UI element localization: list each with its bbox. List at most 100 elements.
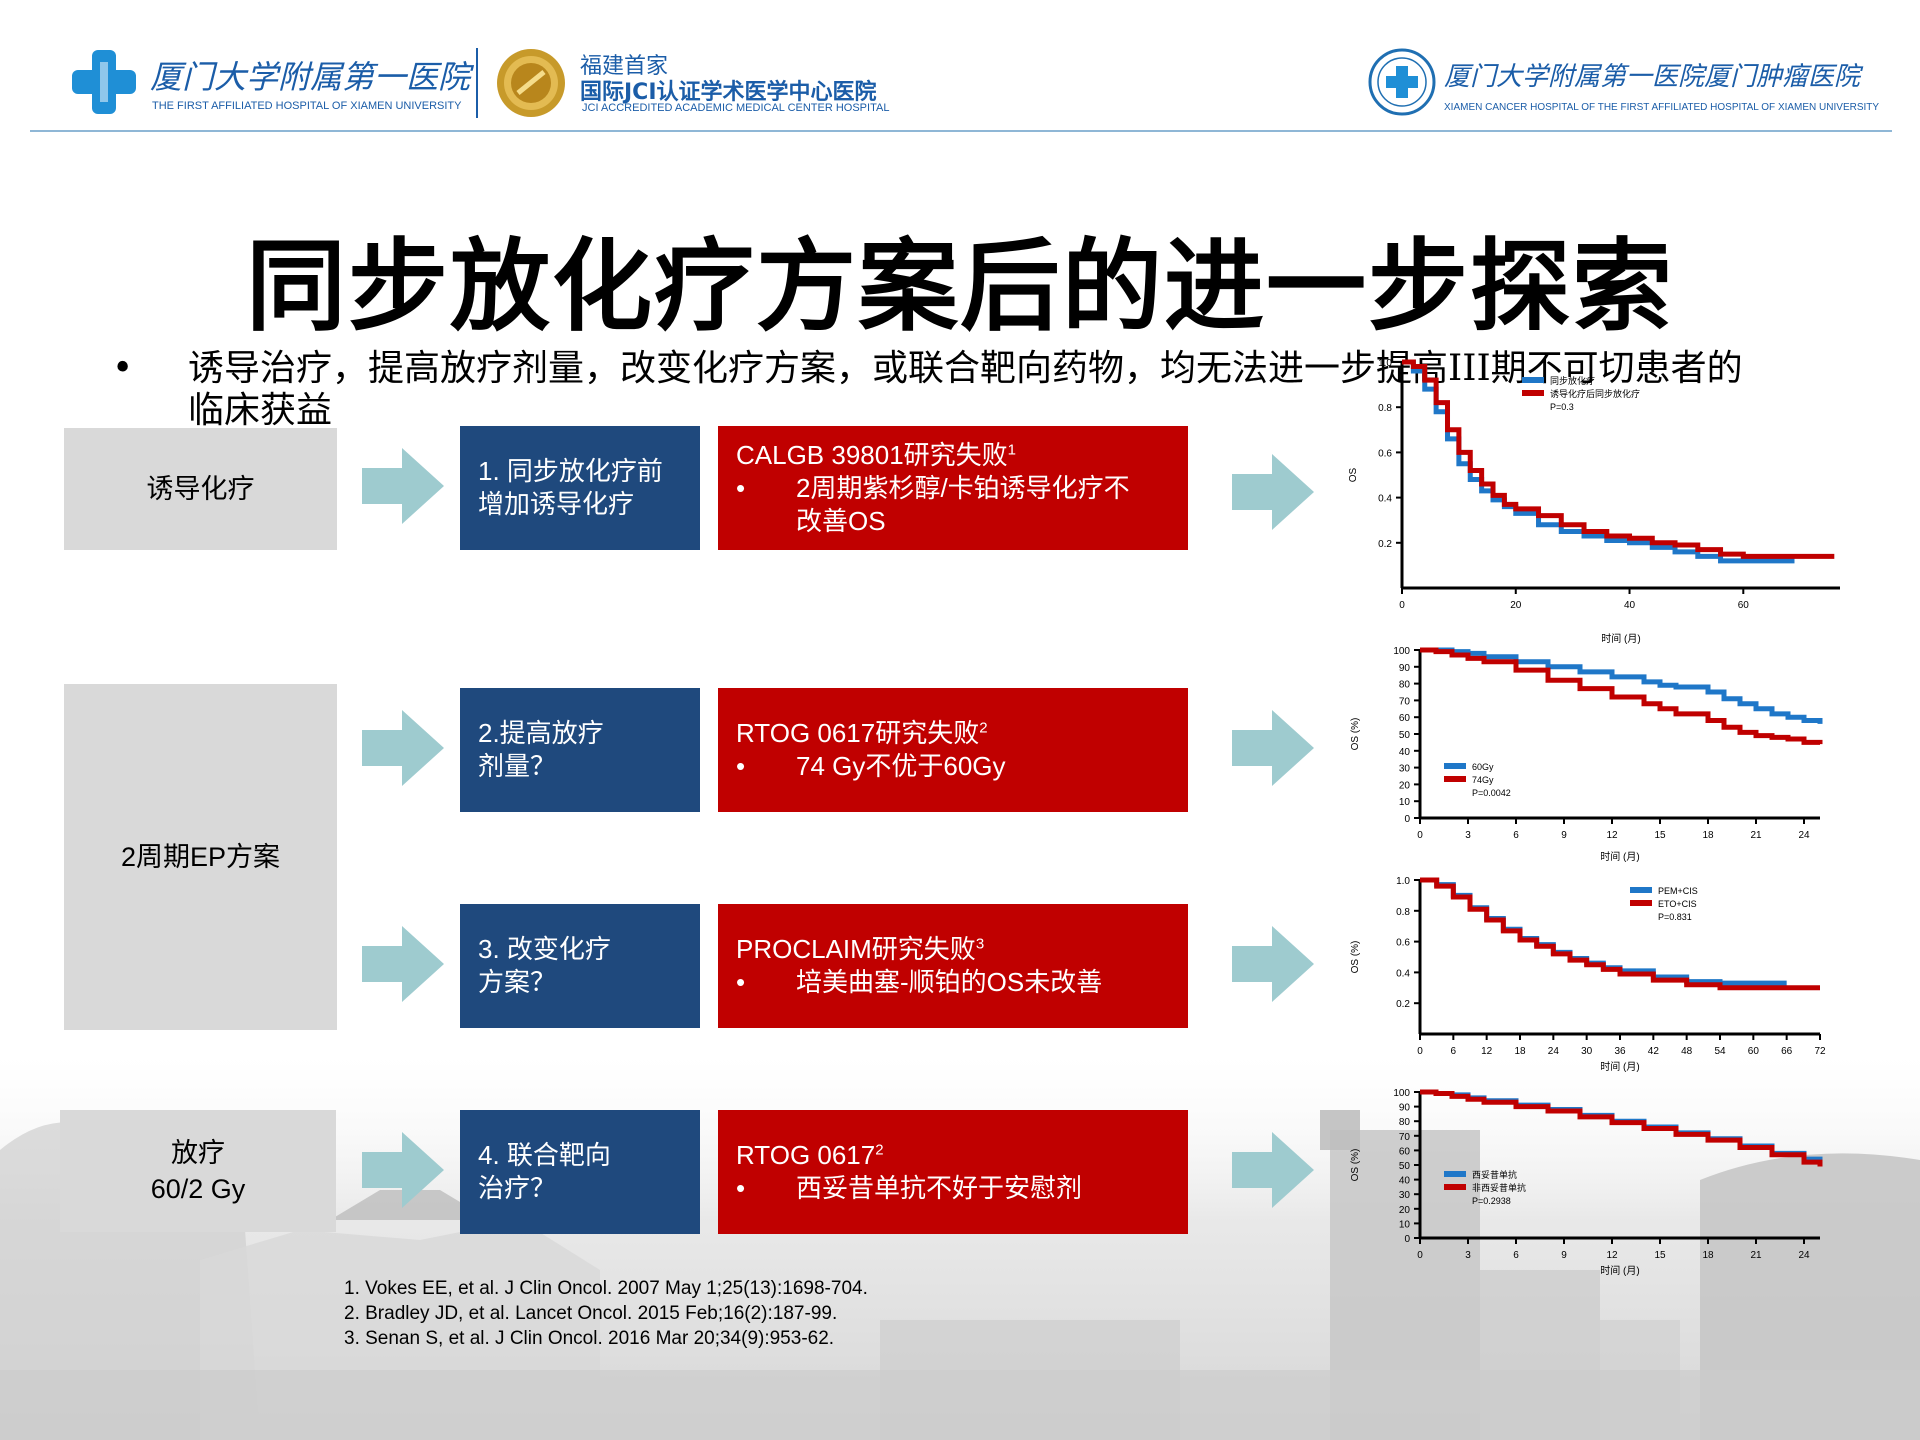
legend-label: P=0.0042 (1472, 788, 1511, 798)
page-title: 同步放化疗方案后的进一步探索 (246, 227, 1674, 345)
x-tick-label: 3 (1465, 1250, 1471, 1261)
y-tick-label: 100 (1393, 1088, 1410, 1099)
legend-label: 60Gy (1472, 762, 1494, 772)
arrow-right-icon (1232, 926, 1314, 1002)
result-2-ref: 2 (979, 719, 988, 737)
arrow-right-icon (362, 926, 444, 1002)
y-tick-label: 90 (1399, 1103, 1411, 1114)
y-tick-label: 70 (1399, 1132, 1411, 1143)
x-tick-label: 9 (1561, 1250, 1567, 1261)
km-chart-rtog-dose: 0 10 20 30 40 50 60 70 80 90 100 0 3 6 9 12 15 18 21 24 时间 (… (1350, 646, 1823, 863)
x-tick-label: 66 (1781, 1046, 1793, 1057)
strategy-3-line-2: 方案？ (478, 967, 557, 997)
jci-english: JCI ACCREDITED ACADEMIC MEDICAL CENTER H… (582, 102, 890, 114)
arrow-right-icon (1232, 454, 1314, 530)
y-tick-label: 0.8 (1396, 907, 1410, 918)
result-box-3: PROCLAIM研究失败3 • 培美曲塞-顺铂的OS未改善 (718, 904, 1188, 1028)
result-1-line-2: 改善OS (796, 505, 886, 536)
y-tick-label: 30 (1399, 1190, 1411, 1201)
legend-swatch (1444, 763, 1466, 769)
y-axis-label: OS (1348, 467, 1359, 482)
strategy-box-2: 2.提高放疗 剂量？ (460, 688, 700, 812)
result-4-bullet: • (736, 1173, 746, 1203)
km-curve-blue (1420, 1089, 1823, 1163)
right-logo-english: XIAMEN CANCER HOSPITAL OF THE FIRST AFFI… (1444, 102, 1880, 113)
legend-label: P=0.831 (1658, 912, 1692, 922)
cancer-hospital-seal-icon (1368, 48, 1436, 116)
x-axis-label: 时间 (月) (1600, 1264, 1639, 1277)
strategy-3-line-1: 3. 改变化疗 (478, 934, 611, 964)
y-tick-label: 90 (1399, 663, 1411, 674)
y-axis-label: OS (%) (1350, 1149, 1361, 1182)
km-curve-red (1420, 647, 1823, 745)
legend-label: 74Gy (1472, 775, 1494, 785)
km-curve-red (1420, 877, 1820, 991)
result-4-line-1: 西妥昔单抗不好于安慰剂 (796, 1173, 1083, 1203)
x-tick-label: 24 (1798, 830, 1810, 841)
km-chart-calgb: 0.2 0.4 0.6 0.8 1.0 0 20 40 60 时间 (月) OS 同步放化疗诱导化疗后… (1348, 358, 1840, 645)
strategy-1-line-1: 1. 同步放化疗前 (478, 456, 663, 486)
x-tick-label: 18 (1702, 830, 1714, 841)
ep-regimen-box: 2周期EP方案 (64, 684, 337, 1030)
x-tick-label: 6 (1513, 830, 1519, 841)
y-tick-label: 10 (1399, 1219, 1411, 1230)
arrow-right-icon (362, 710, 444, 786)
x-tick-label: 40 (1624, 600, 1636, 611)
result-4-ref: 2 (875, 1141, 884, 1159)
campus-background-image (0, 1040, 1920, 1440)
strategy-1-line-2: 增加诱导化疗 (478, 489, 635, 519)
header-rule (30, 130, 1892, 132)
x-tick-label: 54 (1714, 1046, 1726, 1057)
legend-label: PEM+CIS (1658, 886, 1698, 896)
legend-label: 非西妥昔单抗 (1472, 1182, 1526, 1193)
legend-label: P=0.2938 (1472, 1196, 1511, 1206)
arrow-right-icon (1232, 710, 1314, 786)
x-axis-label: 时间 (月) (1600, 850, 1639, 863)
legend-label: 西妥昔单抗 (1472, 1169, 1517, 1180)
reference-1: 1. Vokes EE, et al. J Clin Oncol. 2007 M… (344, 1278, 868, 1299)
strategy-box-1: 1. 同步放化疗前 增加诱导化疗 (460, 426, 700, 550)
y-tick-label: 50 (1399, 1161, 1411, 1172)
result-4-title: RTOG 0617 (736, 1140, 876, 1170)
y-tick-label: 40 (1399, 1176, 1411, 1187)
x-tick-label: 20 (1510, 600, 1522, 611)
y-tick-label: 100 (1393, 646, 1410, 657)
y-tick-label: 10 (1399, 797, 1411, 808)
radiotherapy-label-1: 放疗 (171, 1138, 225, 1168)
arrow-right-icon (362, 1132, 444, 1208)
legend-swatch (1630, 900, 1652, 906)
x-tick-label: 21 (1750, 830, 1762, 841)
km-chart-proclaim: 0.2 0.4 0.6 0.8 1.0 0 6 12 18 24 30 36 42 48 54 60 66 72 时… (1350, 876, 1826, 1073)
x-axis-label: 时间 (月) (1600, 1060, 1639, 1073)
x-tick-label: 6 (1451, 1046, 1457, 1057)
km-curve-blue (1420, 647, 1823, 724)
reference-3: 3. Senan S, et al. J Clin Oncol. 2016 Ma… (344, 1328, 835, 1349)
y-tick-label: 0.2 (1396, 999, 1410, 1010)
header-divider (476, 48, 478, 118)
y-tick-label: 0.2 (1378, 539, 1392, 550)
km-curve-red (1420, 1089, 1823, 1167)
legend-label: 诱导化疗后同步放化疗 (1550, 388, 1640, 399)
result-1-bullet: • (736, 472, 746, 503)
result-1-ref: 1 (1007, 440, 1017, 458)
x-tick-label: 12 (1481, 1046, 1493, 1057)
result-2-line-1: 74 Gy不优于60Gy (796, 751, 1006, 781)
legend-swatch (1444, 776, 1466, 782)
x-tick-label: 6 (1513, 1250, 1519, 1261)
arrow-right-icon (1232, 1132, 1314, 1208)
radiotherapy-box: 放疗 60/2 Gy (60, 1110, 336, 1232)
strategy-box-4: 4. 联合靶向 治疗？ (460, 1110, 700, 1234)
x-tick-label: 72 (1814, 1046, 1826, 1057)
left-logo-name: 厦门大学附属第一医院 (150, 58, 471, 96)
legend-label: ETO+CIS (1658, 899, 1697, 909)
km-chart-rtog-cetuximab: 0 10 20 30 40 50 60 70 80 90 100 0 3 6 9 12 15 18 21 24 时间 (… (1350, 1088, 1823, 1277)
x-tick-label: 30 (1581, 1046, 1593, 1057)
radiotherapy-label-2: 60/2 Gy (150, 1174, 246, 1204)
y-tick-label: 0.6 (1396, 938, 1410, 949)
x-tick-label: 12 (1606, 1250, 1618, 1261)
x-tick-label: 15 (1654, 830, 1666, 841)
result-2-title: RTOG 0617研究失败 (736, 718, 980, 748)
x-tick-label: 0 (1399, 600, 1405, 611)
induction-chemo-label: 诱导化疗 (146, 474, 255, 504)
